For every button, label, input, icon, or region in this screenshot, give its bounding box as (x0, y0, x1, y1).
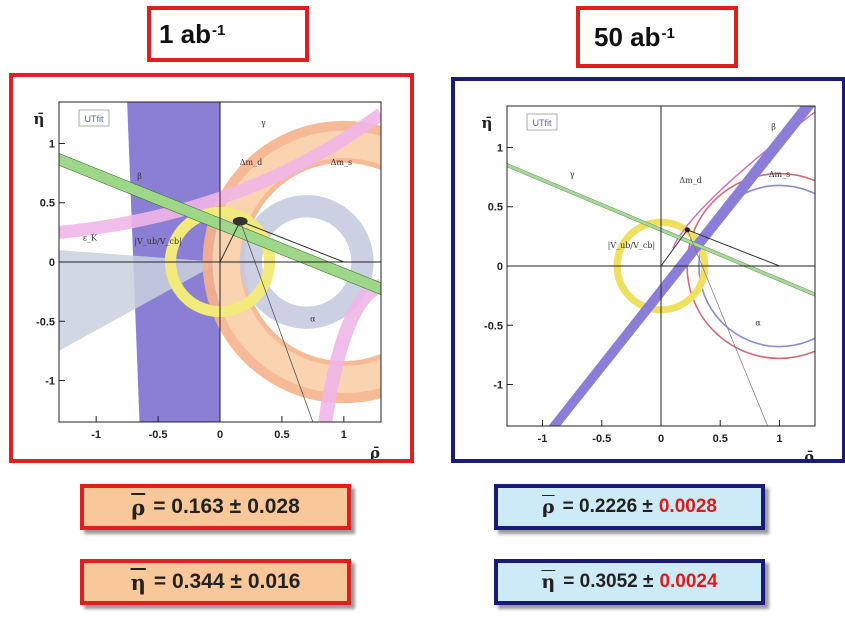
eps-k-band-pink (59, 108, 381, 239)
region-label: γ (261, 119, 266, 128)
triangle-side-right (687, 229, 780, 267)
y-tick-label: -1 (493, 380, 503, 392)
eta-bar-symbol: η (130, 569, 146, 595)
eta-bar-value: = 0.344 ± (153, 570, 242, 593)
alpha-line (687, 229, 768, 426)
y-tick-label: -0.5 (36, 316, 55, 328)
luminosity-value-left: 1 ab (159, 18, 212, 49)
x-tick-label: -1 (91, 429, 101, 441)
x-tick-label: 0.5 (274, 429, 289, 441)
fit-ellipse (232, 216, 248, 226)
x-tick-label: 0 (217, 429, 223, 441)
luminosity-value-right: 50 ab (594, 21, 661, 52)
region-label: Δm_d (679, 176, 701, 185)
legend-box (526, 113, 558, 131)
rho-bar-symbol: ρ (542, 496, 555, 518)
unitarity-triangle-plot-right: -1 -0.5 0 0.5 1 1 0.5 0 -0.5 -1 ρ̄ η̄ UTfit β Δm_d Δm_s… (451, 77, 845, 463)
eta-bar-error: 0.0024 (659, 571, 718, 592)
x-tick-label: 1 (341, 429, 347, 441)
x-tick-label: 0.5 (713, 433, 728, 445)
y-tick-label: 0 (49, 257, 55, 269)
plot-svg-left: -1 -0.5 0 0.5 1 1 0.5 0 -0.5 -1 ρ̄ η̄ UTfit γ β ε_K Δm_d… (34, 101, 382, 459)
luminosity-exponent-left: -1 (212, 21, 226, 39)
rho-bar-error: 0.028 (247, 495, 300, 518)
region-label: β (137, 172, 142, 181)
eta-bar-error: 0.016 (247, 570, 301, 593)
triangle-side-right (240, 220, 345, 263)
alpha-line (239, 221, 314, 422)
legend-label: UTfit (85, 114, 104, 124)
luminosity-label-left: 1 ab -1 (147, 6, 309, 62)
region-label: γ (570, 170, 575, 179)
y-axis-label: η̄ (34, 110, 45, 128)
eta-bar-value: = 0.3052 ± (563, 571, 654, 592)
x-tick-label: -0.5 (592, 433, 611, 445)
rho-bar-value: = 0.2226 ± (562, 496, 653, 517)
y-tick-label: 0 (497, 261, 503, 273)
x-tick-label: -1 (538, 433, 548, 445)
region-label: α (310, 314, 316, 323)
y-tick-label: -1 (45, 376, 55, 388)
y-tick-label: -0.5 (484, 320, 503, 332)
region-label: |V_ub/V_cb| (134, 237, 182, 246)
region-label: β (771, 123, 776, 132)
region-label: α (755, 318, 761, 327)
alpha-region-grey (59, 250, 220, 351)
rho-bar-result-right: ρ = 0.2226 ± 0.0028 (494, 484, 765, 530)
region-label: Δm_s (769, 170, 790, 179)
triangle-side-left (219, 221, 241, 263)
fit-point (684, 227, 690, 233)
y-tick-label: 0.5 (40, 198, 55, 210)
x-tick-label: 0 (658, 433, 664, 445)
plot-svg-right: -1 -0.5 0 0.5 1 1 0.5 0 -0.5 -1 ρ̄ η̄ UTfit β Δm_d Δm_s… (482, 105, 816, 459)
eta-bar-result-right: η = 0.3052 ± 0.0024 (494, 559, 765, 605)
x-axis-label: ρ̄ (370, 444, 380, 459)
legend-label: UTfit (533, 118, 552, 128)
y-axis-label: η̄ (482, 114, 493, 132)
x-tick-label: -0.5 (149, 429, 168, 441)
y-tick-label: 1 (497, 142, 503, 154)
region-label: Δm_s (331, 158, 352, 167)
region-label: |V_ub/V_cb| (608, 241, 656, 250)
luminosity-exponent-right: -1 (661, 24, 675, 42)
x-tick-label: 1 (776, 433, 782, 445)
unitarity-triangle-plot-left: -1 -0.5 0 0.5 1 1 0.5 0 -0.5 -1 ρ̄ η̄ UTfit γ β ε_K Δm_d… (9, 73, 414, 463)
y-tick-label: 0.5 (488, 202, 503, 214)
triangle-side-left (660, 229, 688, 267)
luminosity-label-right: 50 ab -1 (576, 6, 738, 68)
eta-bar-symbol: η (541, 571, 556, 593)
x-axis-label: ρ̄ (804, 448, 814, 459)
eta-bar-result-left: η = 0.344 ± 0.016 (80, 559, 351, 605)
rho-bar-result-left: ρ = 0.163 ± 0.028 (80, 484, 351, 530)
rho-bar-error: 0.0028 (658, 496, 717, 517)
legend-box (78, 109, 110, 127)
region-label: ε_K (83, 234, 98, 243)
region-label: Δm_d (240, 158, 262, 167)
rho-bar-symbol: ρ (131, 494, 146, 520)
rho-bar-value: = 0.163 ± (153, 495, 242, 518)
y-tick-label: 1 (49, 138, 55, 150)
